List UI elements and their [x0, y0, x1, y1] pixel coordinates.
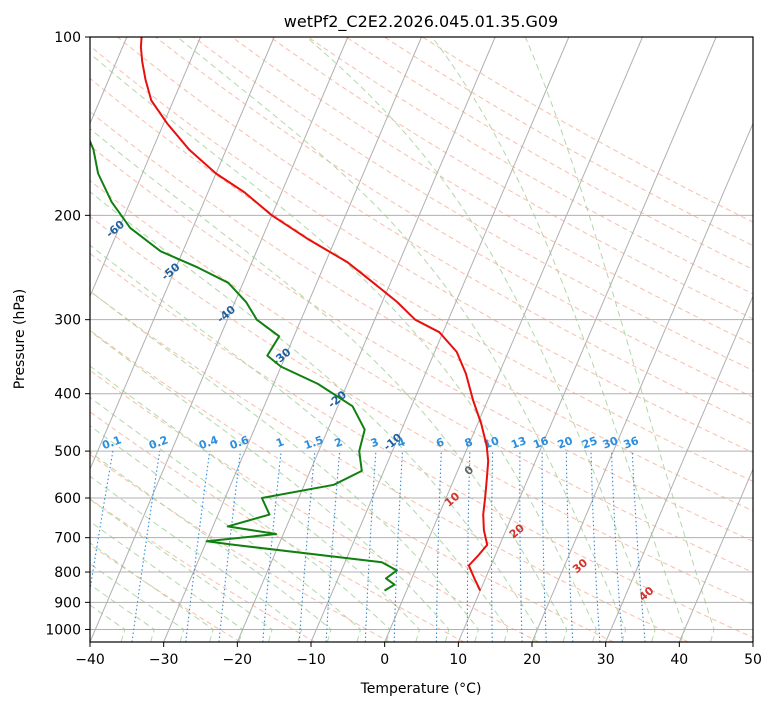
y-tick-label: 200 — [54, 208, 81, 224]
y-tick-label: 600 — [54, 491, 81, 507]
y-axis-label: Pressure (hPa) — [12, 289, 28, 389]
y-tick-label: 1000 — [45, 622, 81, 638]
x-tick-label: −10 — [296, 652, 326, 668]
x-tick-label: 40 — [670, 652, 688, 668]
x-tick-label: 10 — [449, 652, 467, 668]
y-tick-label: 800 — [54, 565, 81, 581]
y-tick-label: 700 — [54, 531, 81, 547]
x-tick-label: 30 — [597, 652, 615, 668]
x-tick-label: −20 — [223, 652, 253, 668]
y-tick-label: 100 — [54, 30, 81, 46]
x-tick-label: 0 — [380, 652, 389, 668]
y-tick-label: 400 — [54, 387, 81, 403]
y-tick-label: 300 — [54, 313, 81, 329]
x-tick-label: 50 — [744, 652, 762, 668]
y-tick-label: 500 — [54, 444, 81, 460]
chart-title: wetPf2_C2E2.2026.045.01.35.G09 — [284, 12, 558, 32]
x-tick-label: −40 — [75, 652, 105, 668]
x-tick-label: −30 — [149, 652, 179, 668]
x-tick-label: 20 — [523, 652, 541, 668]
x-axis-label: Temperature (°C) — [360, 681, 482, 697]
y-tick-label: 900 — [54, 595, 81, 611]
